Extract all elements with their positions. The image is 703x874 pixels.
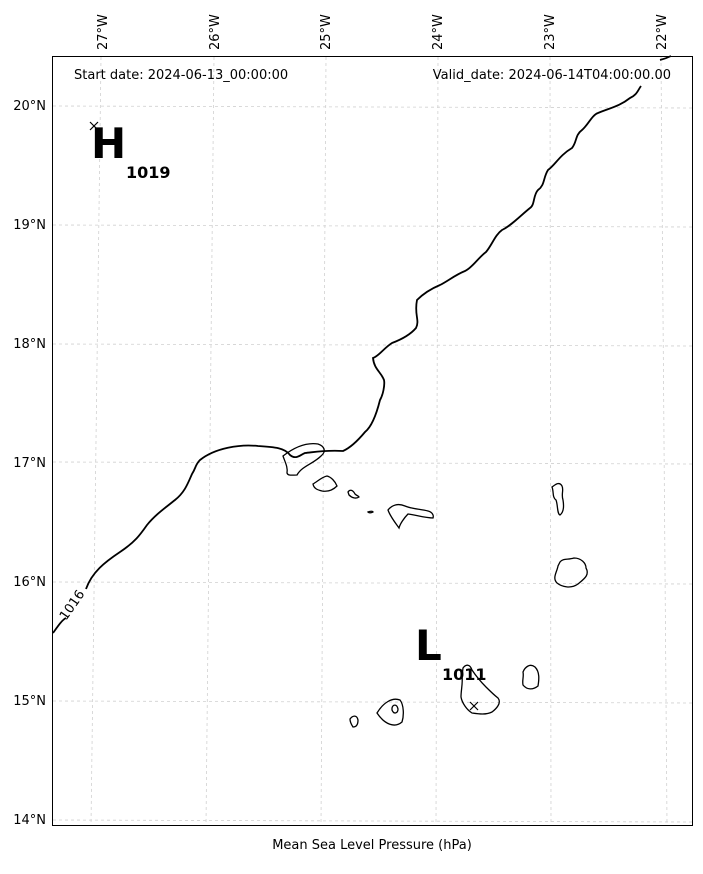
low-pressure-value: 1011	[442, 665, 487, 684]
start-date: Start date: 2024-06-13_00:00:00	[74, 68, 288, 83]
map-frame	[52, 56, 693, 826]
lat-tick: 19°N	[13, 218, 46, 233]
lat-tick: 16°N	[13, 575, 46, 590]
lon-tick: 24°W	[431, 14, 446, 50]
lat-tick: 17°N	[13, 456, 46, 471]
lon-tick: 22°W	[655, 14, 670, 50]
island-fogo	[376, 698, 404, 726]
lat-tick: 14°N	[13, 813, 46, 828]
high-pressure-value: 1019	[126, 163, 171, 182]
island-sao-nicolau	[387, 503, 434, 530]
island-fogo-crater	[391, 704, 399, 714]
island-sao-vicente	[312, 475, 338, 492]
lon-tick: 26°W	[208, 14, 223, 50]
x-axis-label: Mean Sea Level Pressure (hPa)	[272, 838, 472, 853]
high-pressure-symbol: H	[91, 119, 126, 168]
lon-tick: 23°W	[543, 14, 558, 50]
isobar-1016-label: 1016	[57, 588, 88, 624]
low-pressure-symbol: L	[415, 621, 442, 670]
island-sal	[551, 482, 565, 516]
island-brava	[349, 715, 359, 728]
lon-ticks: 27°W 26°W 25°W 24°W 23°W 22°W	[96, 14, 670, 50]
valid-date: Valid_date: 2024-06-14T04:00:00.00	[433, 68, 671, 83]
island-boa-vista	[554, 557, 588, 588]
lat-tick: 15°N	[13, 694, 46, 709]
lat-tick: 18°N	[13, 337, 46, 352]
island-santa-luzia	[347, 489, 360, 499]
lat-ticks: 20°N 19°N 18°N 17°N 16°N 15°N 14°N	[13, 99, 46, 828]
high-center	[89, 121, 99, 131]
island-santiago	[460, 664, 500, 715]
coastlines	[282, 443, 588, 728]
island-santo-antao	[282, 443, 325, 476]
gridlines	[52, 56, 693, 826]
island-maio	[522, 664, 540, 690]
lon-tick: 27°W	[96, 14, 111, 50]
lat-tick: 20°N	[13, 99, 46, 114]
low-center	[469, 701, 479, 711]
lon-tick: 25°W	[319, 14, 334, 50]
island-branco	[366, 510, 374, 514]
